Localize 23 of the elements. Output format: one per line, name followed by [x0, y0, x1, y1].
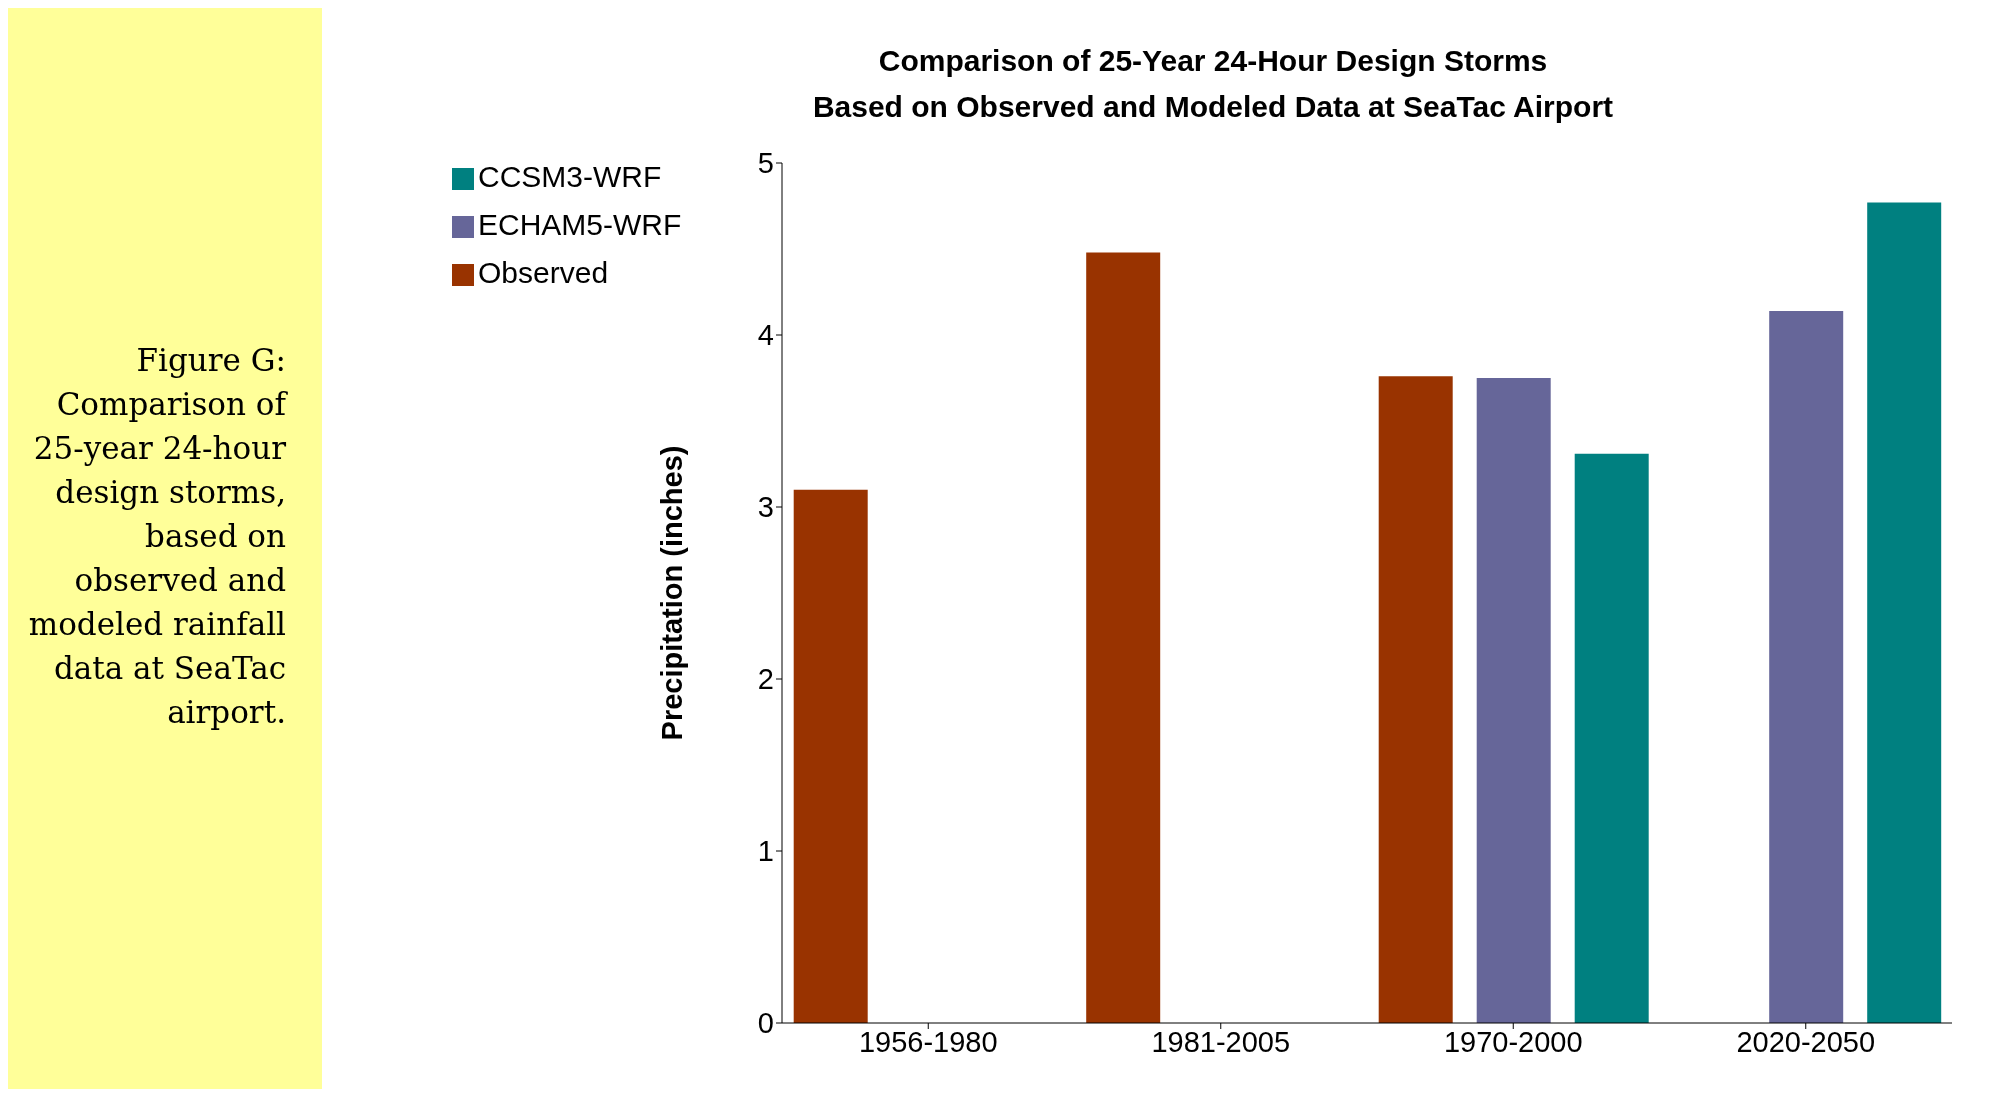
legend-label: Observed — [478, 256, 609, 289]
bar — [1867, 202, 1942, 1023]
x-tick-label: 2020-2050 — [1736, 1025, 1876, 1058]
legend-label: CCSM3-WRF — [478, 160, 662, 193]
y-tick-label: 1 — [757, 835, 774, 868]
legend-label: ECHAM5-WRF — [478, 208, 682, 241]
bar — [1086, 252, 1161, 1023]
bar — [1574, 453, 1649, 1023]
y-tick-label: 2 — [757, 663, 774, 696]
x-tick-label: 1956-1980 — [858, 1025, 998, 1058]
bar — [1378, 376, 1453, 1023]
bar — [1769, 310, 1844, 1023]
y-tick-label: 3 — [757, 491, 774, 524]
y-axis-title: Precipitation (inches) — [656, 445, 689, 741]
y-tick-label: 5 — [757, 147, 774, 180]
text: Figure G: Comparison of 25-year 24-hour design storms, based on observed and modeled rainfall data at SeaTac airport. — [28, 342, 286, 730]
bar — [793, 489, 868, 1023]
chart-title: Comparison of 25-Year 24-Hour Design Storms Based on Observed and Modeled Data at SeaTac Airport — [811, 43, 1615, 125]
x-tick-label: 1970-2000 — [1443, 1025, 1583, 1058]
x-tick-label: 1981-2005 — [1151, 1025, 1291, 1058]
y-tick-label: 4 — [757, 319, 774, 352]
bar — [1476, 378, 1551, 1023]
y-tick-label: 0 — [757, 1007, 774, 1040]
